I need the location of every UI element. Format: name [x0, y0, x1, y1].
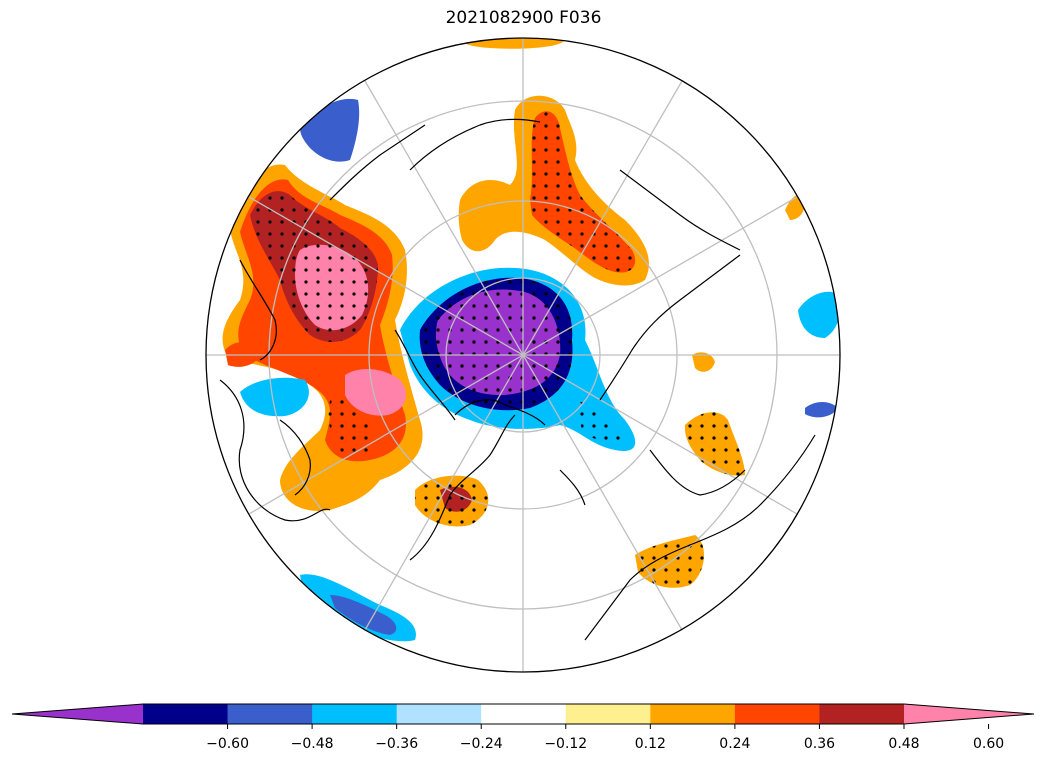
colorbar-tick-label: 0.36: [804, 736, 835, 752]
significance-stipple: [250, 111, 745, 588]
coastlines: [219, 118, 816, 641]
colorbar-segment: [565, 704, 651, 724]
colorbar-tick-label: 0.24: [719, 736, 750, 752]
colorbar-tick-label: 0.60: [973, 736, 1004, 752]
map-title: 2021082900 F036: [445, 8, 602, 28]
colorbar-segment: [734, 704, 820, 724]
colorbar-ticks: [227, 724, 990, 729]
colorbar-extend-low: [12, 704, 143, 724]
map-boundary: [205, 37, 841, 673]
colorbar-segment: [143, 704, 229, 724]
colorbar-outline: [11, 703, 1035, 725]
polar-map: [205, 37, 841, 673]
colorbar-tick-label: −0.24: [460, 736, 503, 752]
colorbar-tick-label: −0.48: [291, 736, 334, 752]
colorbar-tick-label: 0.48: [888, 736, 919, 752]
anomaly-region-right-small-blue: [805, 402, 838, 418]
anomaly-region-right-edge-blue: [798, 291, 840, 338]
colorbar-segment: [227, 704, 313, 724]
colorbar-tick-label: −0.36: [375, 736, 418, 752]
colorbar-segment: [396, 704, 482, 724]
colorbar-segment: [312, 704, 398, 724]
colorbar-extend-high: [904, 704, 1034, 724]
colorbar-tick-labels: −0.60 −0.48 −0.36 −0.24 −0.12 0.12 0.24 0.36 0.4…: [206, 736, 1004, 752]
colorbar-segments: [11, 703, 1035, 725]
anomaly-region-asia-small-orange: [692, 352, 715, 372]
anomaly-region-greenland-pink: [345, 368, 407, 416]
colorbar-segment: [819, 704, 905, 724]
colorbar-tick-label: −0.12: [544, 736, 587, 752]
anomaly-region-southwest-darkblue: [330, 595, 397, 635]
anomaly-region-atlantic-blue: [240, 377, 309, 417]
colorbar-segment: [650, 704, 736, 724]
graticule: [206, 38, 840, 672]
colorbar-tick-label: −0.60: [206, 736, 249, 752]
anomaly-region-top-edge: [460, 38, 565, 49]
colorbar-segment: [481, 704, 567, 724]
colorbar-tick-label: 0.12: [635, 736, 666, 752]
